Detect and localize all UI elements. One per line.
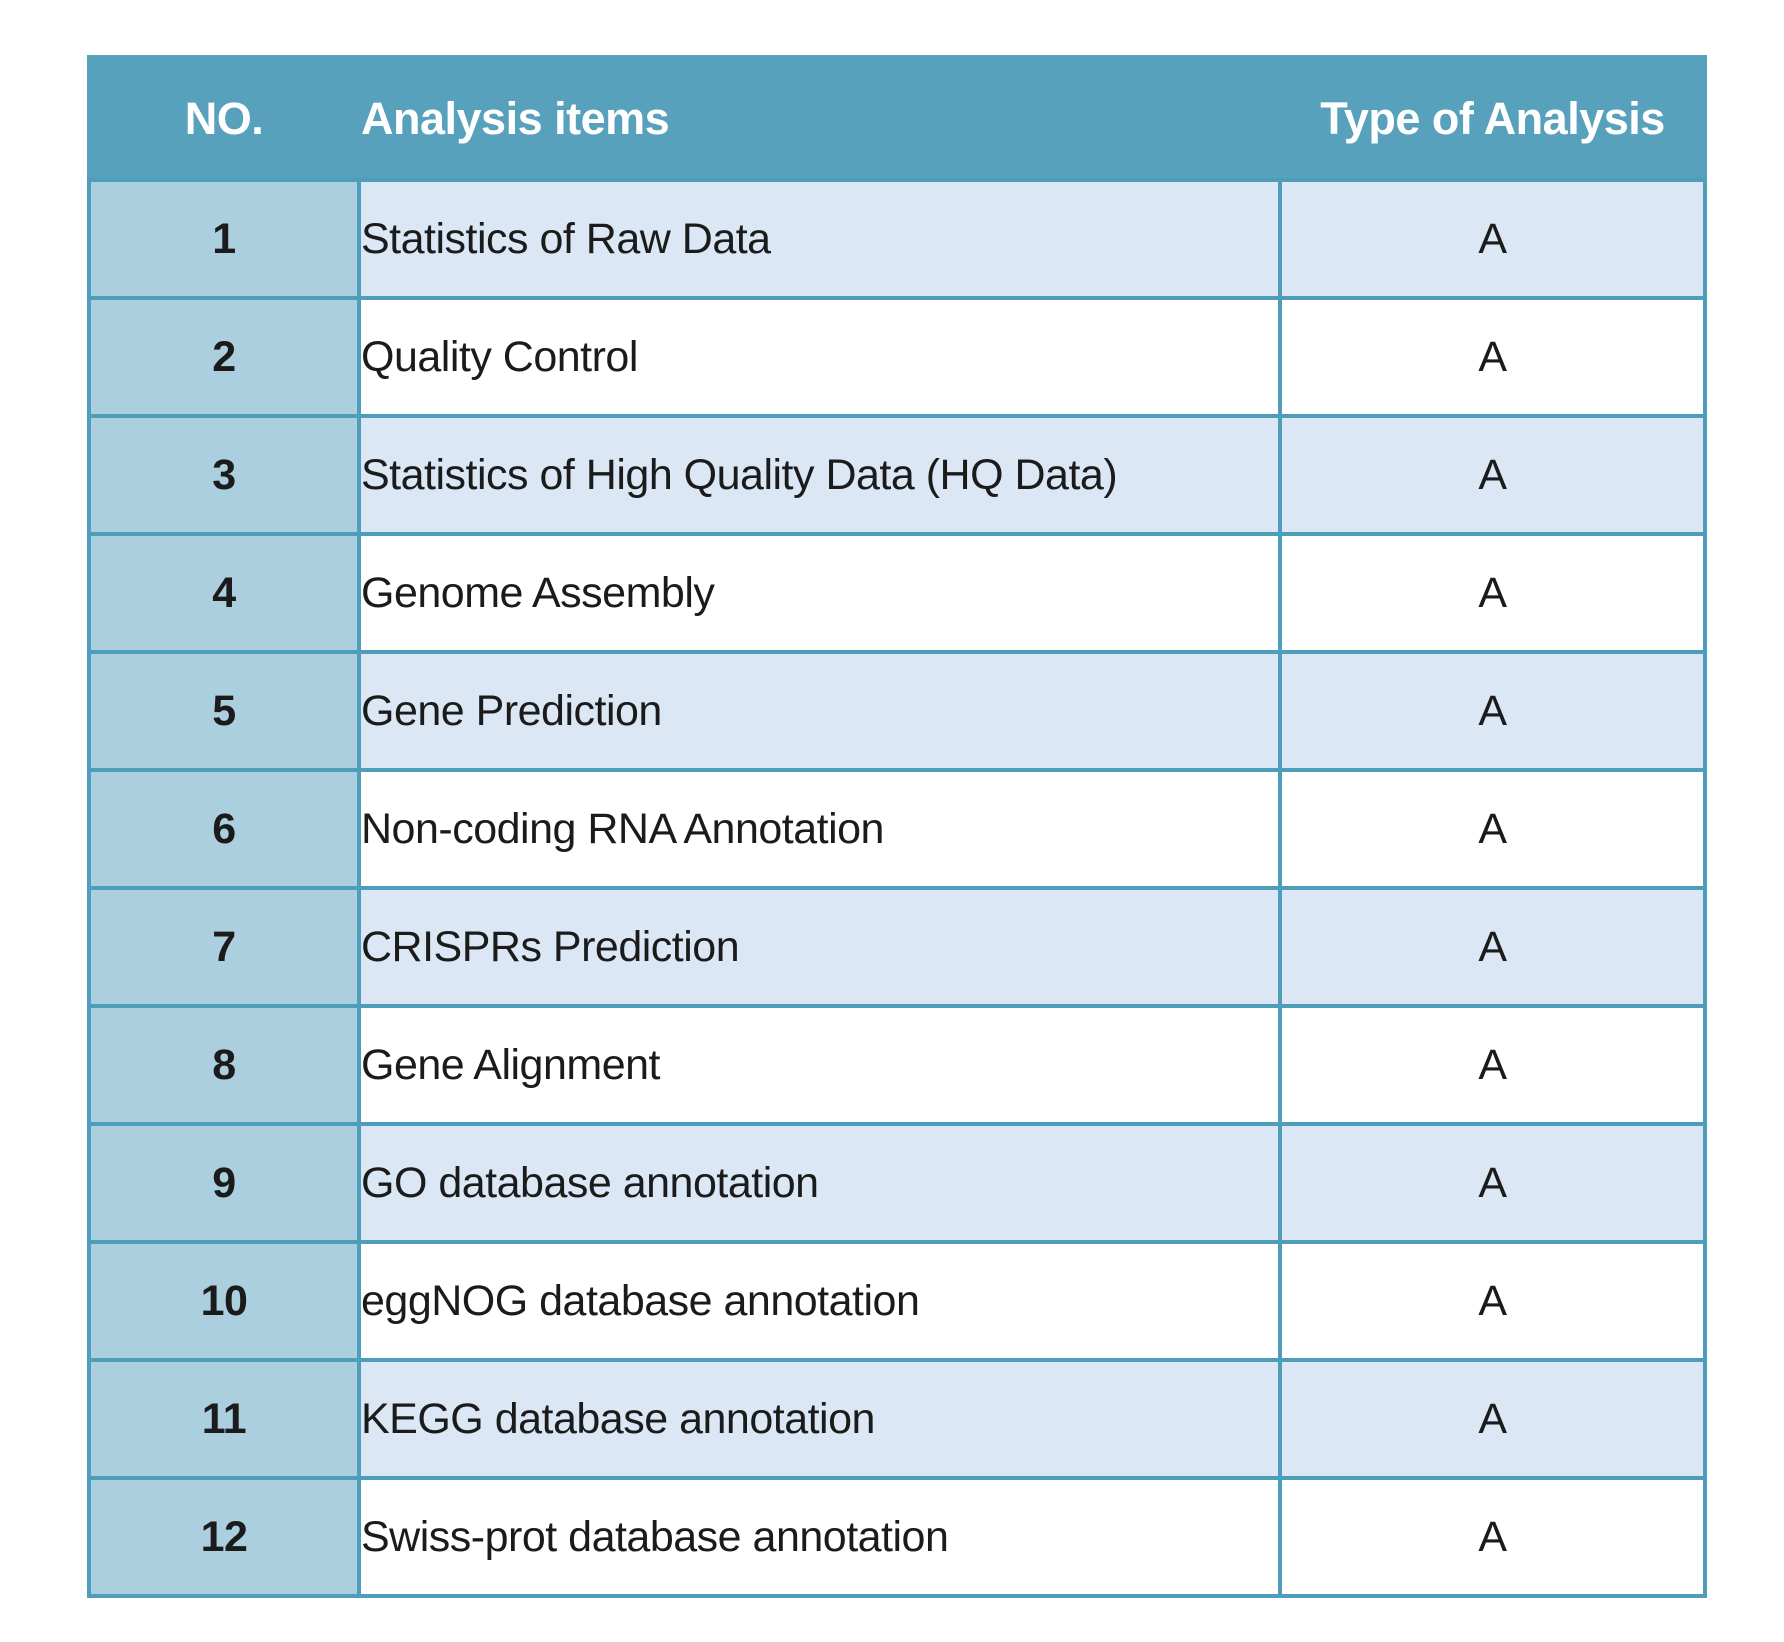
analysis-type-cell: A <box>1278 1004 1707 1126</box>
table-row: 11 KEGG database annotation A <box>87 1358 1707 1480</box>
table-row: 7 CRISPRs Prediction A <box>87 886 1707 1008</box>
table-row: 1 Statistics of Raw Data A <box>87 178 1707 300</box>
analysis-type-cell: A <box>1278 1476 1707 1598</box>
analysis-type-cell: A <box>1278 1240 1707 1362</box>
row-number-cell: 9 <box>87 1122 361 1244</box>
table-row: 9 GO database annotation A <box>87 1122 1707 1244</box>
column-header-type: Type of Analysis <box>1278 55 1707 182</box>
table-row: 5 Gene Prediction A <box>87 650 1707 772</box>
row-number-cell: 8 <box>87 1004 361 1126</box>
row-number-cell: 4 <box>87 532 361 654</box>
analysis-item-cell: Swiss-prot database annotation <box>357 1476 1282 1598</box>
analysis-item-cell: GO database annotation <box>357 1122 1282 1244</box>
analysis-type-cell: A <box>1278 1358 1707 1480</box>
column-header-items: Analysis items <box>357 55 1282 182</box>
row-number-cell: 1 <box>87 178 361 300</box>
table-row: 12 Swiss-prot database annotation A <box>87 1476 1707 1598</box>
analysis-type-cell: A <box>1278 768 1707 890</box>
table-row: 10 eggNOG database annotation A <box>87 1240 1707 1362</box>
analysis-item-cell: Statistics of High Quality Data (HQ Data… <box>357 414 1282 536</box>
row-number-cell: 7 <box>87 886 361 1008</box>
analysis-item-cell: KEGG database annotation <box>357 1358 1282 1480</box>
table-row: 3 Statistics of High Quality Data (HQ Da… <box>87 414 1707 536</box>
row-number-cell: 10 <box>87 1240 361 1362</box>
analysis-type-cell: A <box>1278 414 1707 536</box>
analysis-item-cell: eggNOG database annotation <box>357 1240 1282 1362</box>
analysis-item-cell: Statistics of Raw Data <box>357 178 1282 300</box>
row-number-cell: 12 <box>87 1476 361 1598</box>
analysis-items-table: NO. Analysis items Type of Analysis 1 St… <box>87 55 1707 1598</box>
analysis-type-cell: A <box>1278 178 1707 300</box>
analysis-item-cell: CRISPRs Prediction <box>357 886 1282 1008</box>
table-row: 8 Gene Alignment A <box>87 1004 1707 1126</box>
table-row: 6 Non-coding RNA Annotation A <box>87 768 1707 890</box>
table-row: 4 Genome Assembly A <box>87 532 1707 654</box>
analysis-type-cell: A <box>1278 296 1707 418</box>
row-number-cell: 2 <box>87 296 361 418</box>
analysis-type-cell: A <box>1278 886 1707 1008</box>
header-row: NO. Analysis items Type of Analysis <box>87 55 1707 182</box>
row-number-cell: 3 <box>87 414 361 536</box>
analysis-item-cell: Gene Alignment <box>357 1004 1282 1126</box>
analysis-item-cell: Non-coding RNA Annotation <box>357 768 1282 890</box>
column-header-no: NO. <box>87 55 361 182</box>
analysis-item-cell: Genome Assembly <box>357 532 1282 654</box>
table-row: 2 Quality Control A <box>87 296 1707 418</box>
row-number-cell: 11 <box>87 1358 361 1480</box>
analysis-type-cell: A <box>1278 650 1707 772</box>
analysis-item-cell: Quality Control <box>357 296 1282 418</box>
analysis-type-cell: A <box>1278 1122 1707 1244</box>
analysis-type-cell: A <box>1278 532 1707 654</box>
row-number-cell: 5 <box>87 650 361 772</box>
analysis-item-cell: Gene Prediction <box>357 650 1282 772</box>
row-number-cell: 6 <box>87 768 361 890</box>
